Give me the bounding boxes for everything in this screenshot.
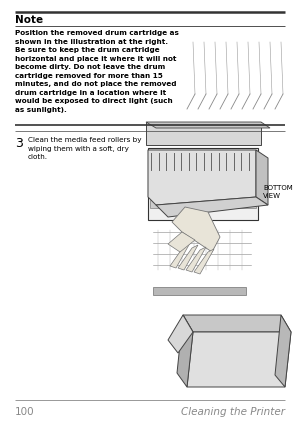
Polygon shape	[170, 243, 190, 268]
Polygon shape	[256, 150, 268, 205]
Text: Cleaning the Printer: Cleaning the Printer	[181, 407, 285, 417]
Polygon shape	[177, 315, 193, 387]
Bar	[150, 200, 256, 208]
Bar	[150, 176, 256, 184]
Polygon shape	[168, 315, 193, 353]
Text: Clean the media feed rollers by
wiping them with a soft, dry
cloth.: Clean the media feed rollers by wiping t…	[28, 137, 142, 160]
Polygon shape	[187, 332, 291, 387]
Polygon shape	[146, 122, 270, 128]
Polygon shape	[168, 232, 195, 252]
Polygon shape	[194, 249, 214, 274]
Polygon shape	[186, 247, 206, 272]
Bar	[148, 148, 258, 220]
Polygon shape	[172, 207, 220, 252]
Polygon shape	[178, 245, 198, 270]
Text: Note: Note	[15, 15, 43, 25]
Bar	[153, 287, 246, 295]
Polygon shape	[148, 150, 256, 205]
Bar	[150, 153, 256, 170]
Polygon shape	[275, 315, 291, 387]
Text: Position the removed drum cartridge as
shown in the illustration at the right.
B: Position the removed drum cartridge as s…	[15, 30, 179, 113]
Polygon shape	[146, 122, 261, 145]
Polygon shape	[156, 197, 268, 217]
Text: 3: 3	[15, 137, 23, 150]
Text: BOTTOM
VIEW: BOTTOM VIEW	[263, 185, 293, 199]
Polygon shape	[183, 315, 291, 332]
Text: 100: 100	[15, 407, 34, 417]
Bar	[150, 188, 256, 196]
